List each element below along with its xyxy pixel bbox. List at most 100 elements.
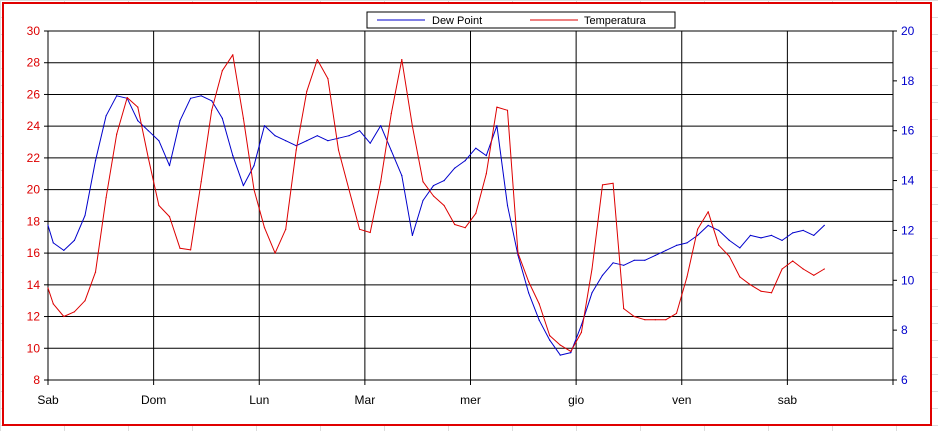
data-point-dew-point [739,247,741,249]
data-point-temperatura [147,157,149,159]
data-point-temperatura [432,195,435,197]
y-left-tick-label: 24 [27,119,41,133]
data-point-temperatura [73,311,75,313]
data-point-temperatura [316,59,318,61]
data-point-temperatura [707,211,709,213]
data-point-dew-point [707,224,709,226]
data-point-temperatura [697,228,699,230]
legend-label-dew-point: Dew Point [432,15,482,27]
legend-box [366,11,676,29]
data-point-temperatura [728,255,730,257]
y-left-tick-label: 22 [27,151,41,165]
data-point-dew-point [559,354,561,356]
y-left-tick-label: 26 [27,87,41,101]
data-point-dew-point [211,100,213,102]
x-tick-label: Mar [355,393,376,407]
y-left-tick-label: 20 [27,183,41,197]
data-point-temperatura [422,181,424,183]
tick-layer: 30 28 26 24 22 20 18 16 14 12 10 8 20 18 16 14 12 10 8 6 Sab… [27,24,915,407]
data-point-dew-point [644,259,646,261]
legend-label-temperatura: Temperatura [584,15,647,27]
series-layer [47,54,825,356]
data-point-temperatura [263,227,266,229]
data-point-temperatura [137,106,139,108]
data-point-temperatura [623,308,625,310]
y-right-tick-label: 8 [901,323,908,337]
data-point-temperatura [654,319,656,321]
data-point-temperatura [221,70,223,72]
y-left-tick-label: 10 [27,341,41,355]
y-right-tick-label: 12 [901,223,915,237]
data-point-temperatura [94,271,97,273]
data-point-dew-point [316,135,318,137]
data-point-dew-point [285,140,287,142]
data-point-dew-point [591,292,593,294]
data-point-temperatura [580,331,583,333]
data-point-dew-point [654,254,656,256]
data-point-temperatura [390,112,392,115]
data-point-temperatura [126,97,128,99]
data-point-temperatura [591,268,593,270]
data-point-temperatura [739,276,741,278]
data-point-temperatura [718,244,720,246]
data-point-temperatura [464,227,466,229]
data-point-temperatura [496,106,498,108]
data-point-dew-point [475,147,477,149]
data-point-temperatura [665,319,667,321]
data-point-temperatura [285,228,287,230]
data-point-dew-point [84,214,86,217]
data-point-dew-point [770,234,773,236]
data-point-temperatura [47,287,49,289]
legend[interactable]: Dew Point Temperatura [366,11,676,29]
data-point-dew-point [570,352,572,354]
data-point-dew-point [158,140,160,142]
data-point-dew-point [232,155,234,157]
data-point-temperatura [749,284,752,286]
data-point-temperatura [443,204,445,207]
grid-layer [47,30,894,381]
data-point-temperatura [63,315,65,318]
data-point-dew-point [200,95,202,97]
y-right-tick-label: 18 [901,74,915,88]
y-right-tick-label: 20 [901,24,915,38]
data-point-temperatura [760,290,762,292]
data-point-dew-point [612,262,614,264]
data-point-dew-point [274,135,276,137]
y-left-tick-label: 14 [27,278,41,292]
data-point-dew-point [781,239,783,241]
data-point-temperatura [242,117,244,119]
data-point-dew-point [168,165,171,167]
data-point-temperatura [802,268,804,270]
data-point-dew-point [443,180,445,182]
data-point-dew-point [390,150,392,152]
data-point-dew-point [665,249,667,251]
data-point-temperatura [190,249,192,251]
data-point-temperatura [823,268,825,270]
data-point-temperatura [337,149,340,151]
data-point-dew-point [813,234,815,236]
data-point-temperatura [644,319,646,321]
data-point-dew-point [728,239,730,241]
x-tick-label: Lun [249,393,269,407]
data-point-dew-point [506,204,509,207]
data-point-temperatura [559,344,561,346]
data-point-dew-point [359,130,361,132]
data-point-temperatura [168,216,171,218]
data-point-dew-point [464,160,466,162]
x-tick-label: gio [568,393,584,407]
x-tick-label: mer [460,393,481,407]
data-point-temperatura [781,268,783,270]
data-point-temperatura [380,181,382,183]
data-point-dew-point [802,229,804,231]
data-point-temperatura [327,78,329,80]
data-point-temperatura [306,90,308,92]
data-point-temperatura [528,281,530,283]
data-point-temperatura [675,312,678,314]
data-point-dew-point [686,242,688,244]
data-point-dew-point [190,97,192,99]
data-point-dew-point [306,140,308,142]
data-point-dew-point [47,224,49,226]
data-point-dew-point [623,264,625,266]
data-point-dew-point [432,185,435,187]
